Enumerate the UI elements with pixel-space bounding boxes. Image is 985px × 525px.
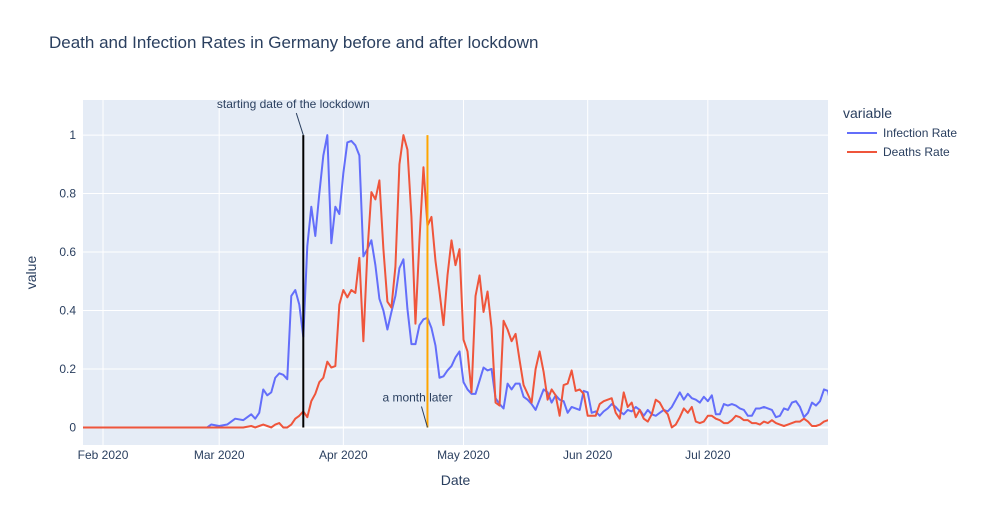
y-tick-label: 1: [69, 128, 76, 142]
x-tick-label: Apr 2020: [319, 448, 368, 462]
x-tick-label: Jul 2020: [685, 448, 731, 462]
chart-title: Death and Infection Rates in Germany bef…: [49, 33, 539, 52]
series-line-deaths-rate: [83, 134, 828, 429]
plot-area: [83, 100, 828, 445]
annotation-arrow: [295, 112, 304, 136]
x-tick-label: Jun 2020: [563, 448, 613, 462]
x-tick-label: May 2020: [437, 448, 490, 462]
x-tick-label: Feb 2020: [78, 448, 129, 462]
y-axis-title: value: [23, 256, 39, 290]
series-line-infection-rate: [83, 134, 828, 429]
y-tick-label: 0.4: [59, 304, 76, 318]
annotation-lockdown: starting date of the lockdown: [217, 97, 370, 111]
legend-item-label: Deaths Rate: [883, 145, 950, 159]
x-axis-title: Date: [441, 472, 471, 488]
annotation-arrow: [420, 406, 428, 428]
legend-item-label: Infection Rate: [883, 126, 957, 140]
y-tick-label: 0.2: [59, 362, 76, 376]
annotation-month-later: a month later: [382, 390, 452, 404]
x-tick-label: Mar 2020: [194, 448, 245, 462]
y-tick-label: 0.6: [59, 245, 76, 259]
y-tick-label: 0: [69, 420, 76, 434]
y-tick-label: 0.8: [59, 187, 76, 201]
legend-title: variable: [843, 105, 892, 121]
